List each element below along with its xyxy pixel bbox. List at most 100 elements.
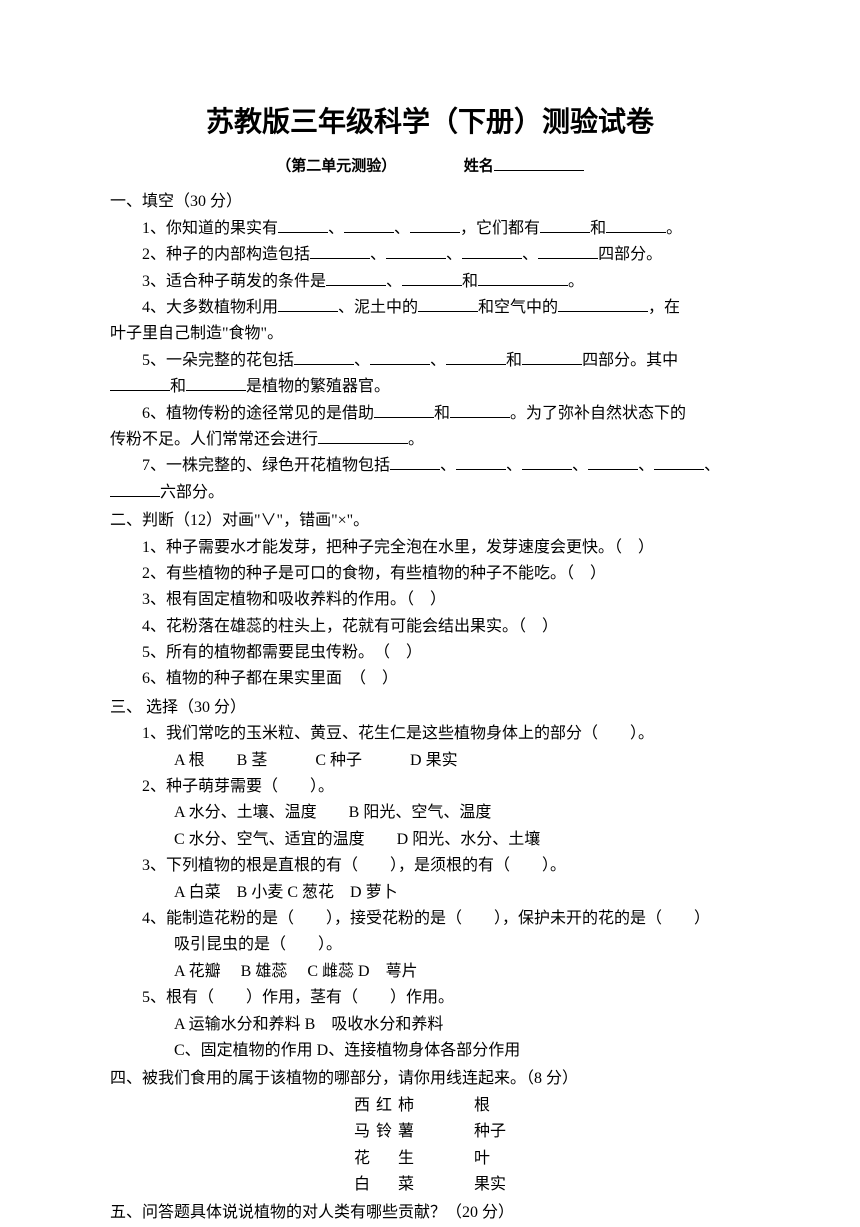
text: 7、一株完整的、绿色开花植物包括 bbox=[142, 457, 390, 474]
text: ，在 bbox=[648, 299, 680, 316]
fill-blank[interactable] bbox=[522, 454, 572, 471]
text: 、 bbox=[386, 273, 402, 290]
s1-q1: 1、你知道的果实有、、，它们都有和。 bbox=[110, 216, 750, 242]
s1-q5: 5、一朵完整的花包括、、和四部分。其中 bbox=[110, 348, 750, 374]
fill-blank[interactable] bbox=[522, 348, 582, 365]
text: 。 bbox=[408, 431, 424, 448]
match-left: 西红柿 bbox=[324, 1093, 444, 1119]
s3-q1: 1、我们常吃的玉米粒、黄豆、花生仁是这些植物身体上的部分（ ）。 bbox=[110, 721, 750, 747]
fill-blank[interactable] bbox=[374, 401, 434, 418]
s2-q2: 2、有些植物的种子是可口的食物，有些植物的种子不能吃。（ ） bbox=[110, 561, 750, 587]
s1-q7: 7、一株完整的、绿色开花植物包括、、、、、 bbox=[110, 453, 750, 479]
match-right: 种子 bbox=[444, 1119, 536, 1145]
match-left: 马铃薯 bbox=[324, 1119, 444, 1145]
text: 和 bbox=[506, 352, 522, 369]
s2-q4: 4、花粉落在雄蕊的柱头上，花就有可能会结出果实。（ ） bbox=[110, 614, 750, 640]
fill-blank[interactable] bbox=[540, 216, 590, 233]
s3-q2-options-1: A 水分、土壤、温度 B 阳光、空气、温度 bbox=[110, 800, 750, 826]
fill-blank[interactable] bbox=[294, 348, 354, 365]
s2-q1: 1、种子需要水才能发芽，把种子完全泡在水里，发芽速度会更快。（ ） bbox=[110, 535, 750, 561]
section-4-header: 四、被我们食用的属于该植物的哪部分，请你用线连起来。（8 分） bbox=[110, 1066, 750, 1092]
s1-q5-cont: 和 是植物的繁殖器官。 bbox=[110, 374, 750, 400]
s3-q1-options: A 根 B 茎 C 种子 D 果实 bbox=[110, 748, 750, 774]
fill-blank[interactable] bbox=[110, 480, 160, 497]
text: 5、一朵完整的花包括 bbox=[142, 352, 294, 369]
text: 和 bbox=[590, 220, 606, 237]
s3-q4-options: A 花瓣 B 雄蕊 C 雌蕊 D 萼片 bbox=[110, 959, 750, 985]
fill-blank[interactable] bbox=[462, 242, 522, 259]
s2-q6: 6、植物的种子都在果实里面 （ ） bbox=[110, 666, 750, 692]
s3-q4-cont: 吸引昆虫的是（ ）。 bbox=[110, 932, 750, 958]
fill-blank[interactable] bbox=[110, 374, 170, 391]
text: 。为了弥补自然状态下的 bbox=[510, 405, 686, 422]
fill-blank[interactable] bbox=[446, 348, 506, 365]
text: 和 bbox=[434, 405, 450, 422]
unit-label: （第二单元测验） bbox=[276, 159, 396, 175]
fill-blank[interactable] bbox=[410, 216, 460, 233]
fill-blank[interactable] bbox=[606, 216, 666, 233]
fill-blank[interactable] bbox=[326, 269, 386, 286]
s1-q2: 2、种子的内部构造包括、、、四部分。 bbox=[110, 242, 750, 268]
fill-blank[interactable] bbox=[588, 454, 638, 471]
s2-q3: 3、根有固定植物和吸收养料的作用。（ ） bbox=[110, 587, 750, 613]
text: 、泥土中的 bbox=[338, 299, 418, 316]
s1-q3: 3、适合种子萌发的条件是 、 和 。 bbox=[110, 269, 750, 295]
s2-q5: 5、所有的植物都需要昆虫传粉。 （ ） bbox=[110, 640, 750, 666]
match-right: 根 bbox=[444, 1093, 536, 1119]
fill-blank[interactable] bbox=[386, 242, 446, 259]
text: 。 bbox=[666, 220, 682, 237]
match-row: 花 生叶 bbox=[324, 1146, 536, 1172]
name-blank[interactable] bbox=[494, 154, 584, 171]
text: 2、种子的内部构造包括 bbox=[142, 246, 310, 263]
text: 是植物的繁殖器官。 bbox=[246, 378, 390, 395]
s3-q5: 5、根有（ ）作用，茎有（ ）作用。 bbox=[110, 985, 750, 1011]
text: 、 bbox=[370, 246, 386, 263]
text: 、 bbox=[572, 457, 588, 474]
fill-blank[interactable] bbox=[318, 427, 408, 444]
s1-q4: 4、大多数植物利用、泥土中的和空气中的，在 bbox=[110, 295, 750, 321]
exam-title: 苏教版三年级科学（下册）测验试卷 bbox=[110, 100, 750, 146]
fill-blank[interactable] bbox=[278, 216, 328, 233]
text: 、 bbox=[638, 457, 654, 474]
s3-q2-options-2: C 水分、空气、适宜的温度 D 阳光、水分、土壤 bbox=[110, 827, 750, 853]
text: 、 bbox=[704, 457, 720, 474]
fill-blank[interactable] bbox=[450, 401, 510, 418]
match-right: 叶 bbox=[444, 1146, 536, 1172]
fill-blank[interactable] bbox=[456, 454, 506, 471]
fill-blank[interactable] bbox=[370, 348, 430, 365]
fill-blank[interactable] bbox=[478, 269, 568, 286]
text: 和 bbox=[170, 378, 186, 395]
fill-blank[interactable] bbox=[278, 295, 338, 312]
text: 四部分。 bbox=[598, 246, 662, 263]
s3-q4: 4、能制造花粉的是（ ），接受花粉的是（ ），保护未开的花的是（ ） bbox=[110, 906, 750, 932]
text: 六部分。 bbox=[160, 484, 224, 501]
fill-blank[interactable] bbox=[654, 454, 704, 471]
fill-blank[interactable] bbox=[558, 295, 648, 312]
fill-blank[interactable] bbox=[186, 374, 246, 391]
text: 6、植物传粉的途径常见的是借助 bbox=[142, 405, 374, 422]
fill-blank[interactable] bbox=[390, 454, 440, 471]
text: 、 bbox=[354, 352, 370, 369]
section-1-header: 一、填空（30 分） bbox=[110, 189, 750, 215]
text: 和 bbox=[462, 273, 478, 290]
text: 3、适合种子萌发的条件是 bbox=[142, 273, 326, 290]
fill-blank[interactable] bbox=[418, 295, 478, 312]
fill-blank[interactable] bbox=[344, 216, 394, 233]
match-left: 花 生 bbox=[324, 1146, 444, 1172]
s1-q7-cont: 六部分。 bbox=[110, 480, 750, 506]
text: 。 bbox=[568, 273, 584, 290]
s3-q3-options: A 白菜 B 小麦 C 葱花 D 萝卜 bbox=[110, 880, 750, 906]
fill-blank[interactable] bbox=[402, 269, 462, 286]
text: 、 bbox=[328, 220, 344, 237]
text: 、 bbox=[394, 220, 410, 237]
s1-q6: 6、植物传粉的途径常见的是借助 和 。为了弥补自然状态下的 bbox=[110, 401, 750, 427]
text: ，它们都有 bbox=[460, 220, 540, 237]
text: 、 bbox=[446, 246, 462, 263]
s3-q5-options-1: A 运输水分和养料 B 吸收水分和养料 bbox=[110, 1012, 750, 1038]
match-right: 果实 bbox=[444, 1172, 536, 1198]
match-table: 西红柿根 马铃薯种子 花 生叶 白 菜果实 bbox=[324, 1093, 536, 1199]
section-5-header: 五、问答题具体说说植物的对人类有哪些贡献？（20 分） bbox=[110, 1200, 750, 1226]
fill-blank[interactable] bbox=[538, 242, 598, 259]
exam-subtitle: （第二单元测验） 姓名 bbox=[110, 154, 750, 179]
fill-blank[interactable] bbox=[310, 242, 370, 259]
